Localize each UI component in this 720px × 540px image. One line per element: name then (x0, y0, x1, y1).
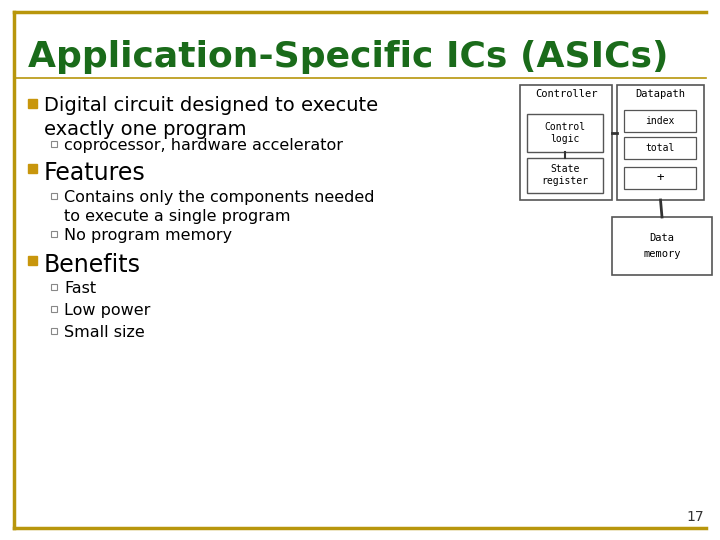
Text: total: total (645, 143, 675, 153)
Text: No program memory: No program memory (64, 228, 232, 243)
Text: +: + (656, 172, 664, 185)
Text: Data: Data (649, 233, 675, 243)
Text: State: State (550, 165, 580, 174)
Text: Small size: Small size (64, 325, 145, 340)
Bar (520, 85, 612, 200)
Text: Controller: Controller (535, 89, 598, 99)
Bar (612, 217, 712, 275)
Text: logic: logic (550, 134, 580, 144)
Bar (617, 85, 704, 200)
Text: Benefits: Benefits (44, 253, 141, 277)
Bar (51, 328, 57, 334)
Bar (527, 158, 603, 193)
Bar (27, 98, 37, 107)
Text: memory: memory (643, 249, 680, 259)
Bar (527, 114, 603, 152)
Bar (624, 167, 696, 189)
Bar (51, 193, 57, 199)
Bar (51, 306, 57, 312)
Text: 17: 17 (686, 510, 704, 524)
Text: Application-Specific ICs (ASICs): Application-Specific ICs (ASICs) (28, 40, 668, 74)
Text: index: index (645, 116, 675, 126)
Text: Features: Features (44, 161, 145, 185)
Bar (27, 164, 37, 172)
Bar (51, 284, 57, 290)
Bar (27, 255, 37, 265)
Text: Control: Control (544, 122, 585, 132)
Text: Fast: Fast (64, 281, 96, 296)
Bar (624, 110, 696, 132)
Text: Contains only the components needed
to execute a single program: Contains only the components needed to e… (64, 190, 374, 224)
Text: coprocessor, hardware accelerator: coprocessor, hardware accelerator (64, 138, 343, 153)
Text: Low power: Low power (64, 303, 150, 318)
Text: register: register (541, 177, 588, 186)
Text: Digital circuit designed to execute
exactly one program: Digital circuit designed to execute exac… (44, 96, 378, 139)
Bar (51, 231, 57, 237)
Bar (51, 141, 57, 147)
Text: Datapath: Datapath (636, 89, 685, 99)
Bar (624, 137, 696, 159)
